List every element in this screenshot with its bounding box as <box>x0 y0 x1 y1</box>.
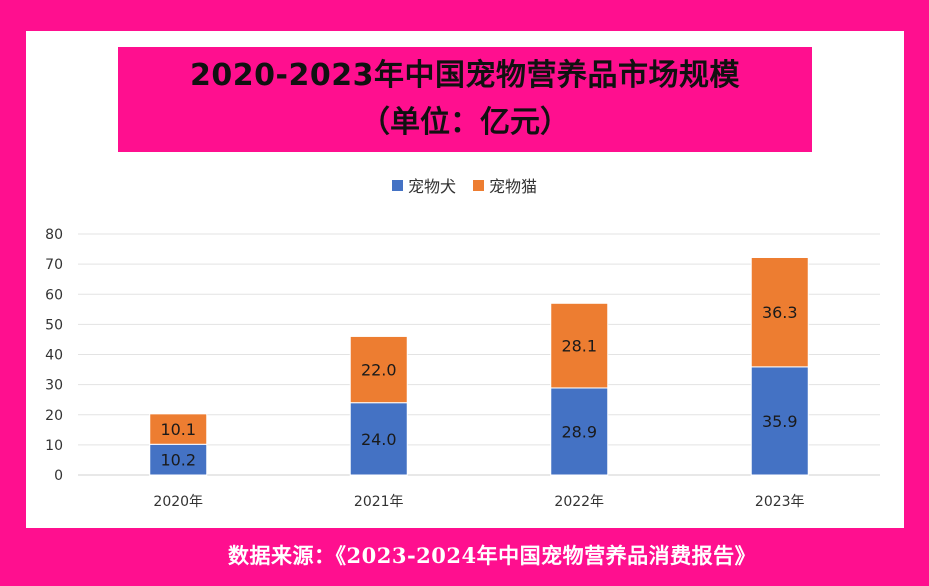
chart-subtitle-unit: （单位：亿元） <box>360 105 570 140</box>
data-label: 10.1 <box>160 420 196 439</box>
chart-title: 2020-2023年中国宠物营养品市场规模 <box>190 58 740 93</box>
bar-segment-cat <box>349 335 408 404</box>
legend-label-dog: 宠物犬 <box>407 177 456 196</box>
y-tick-label: 0 <box>54 468 63 484</box>
data-label: 28.1 <box>561 337 597 356</box>
bar-segment-cat <box>149 413 208 445</box>
x-tick-label: 2023年 <box>755 494 805 510</box>
data-label: 36.3 <box>762 303 798 322</box>
y-tick-label: 50 <box>45 317 63 333</box>
data-label: 10.2 <box>160 451 196 470</box>
bar-segment-dog <box>750 366 809 476</box>
y-tick-label: 10 <box>45 438 63 454</box>
data-label: 35.9 <box>762 412 798 431</box>
x-tick-label: 2020年 <box>153 494 203 510</box>
y-tick-label: 60 <box>45 287 63 303</box>
legend-item-cat: 宠物猫 <box>473 173 537 197</box>
data-label: 22.0 <box>361 361 397 380</box>
y-tick-label: 70 <box>45 257 63 273</box>
bar-segment-dog <box>550 387 609 476</box>
y-tick-label: 80 <box>45 227 63 243</box>
legend-item-dog: 宠物犬 <box>391 173 456 197</box>
legend-swatch-cat <box>473 179 485 191</box>
x-tick-label: 2022年 <box>554 494 604 510</box>
data-label: 28.9 <box>561 422 597 441</box>
data-label: 24.0 <box>361 430 397 449</box>
legend-swatch-dog <box>391 179 403 191</box>
chart-legend: 宠物犬 宠物猫 <box>0 173 929 197</box>
x-tick-label: 2021年 <box>354 494 404 510</box>
bar-segment-cat <box>750 256 809 368</box>
y-tick-label: 40 <box>45 348 63 364</box>
bar-segment-dog <box>349 402 408 476</box>
chart-title-box: 2020-2023年中国宠物营养品市场规模 （单位：亿元） <box>118 47 812 152</box>
y-tick-label: 20 <box>45 408 63 424</box>
y-tick-label: 30 <box>45 378 63 394</box>
legend-label-cat: 宠物猫 <box>489 177 538 196</box>
bar-segment-cat <box>550 302 609 389</box>
data-source-note: 数据来源：《2023-2024年中国宠物营养品消费报告》 <box>228 543 757 568</box>
